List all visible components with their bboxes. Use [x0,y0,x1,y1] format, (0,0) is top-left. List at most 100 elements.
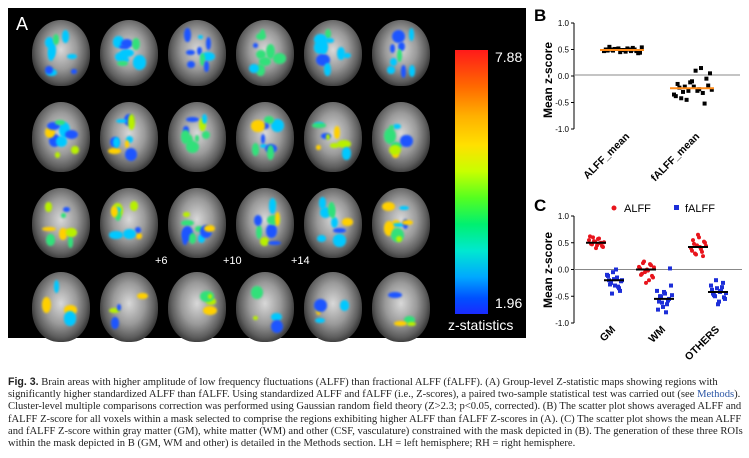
activation-blob [109,307,120,313]
chart-c-falff-point [608,282,612,287]
activation-blob [199,117,206,132]
activation-blob [266,144,275,160]
activation-blob [393,123,401,130]
brain-slice [100,188,158,258]
activation-blob [188,232,197,244]
chart-c-alff-point [690,248,694,253]
activation-blob [249,64,259,74]
chart-b-point [618,50,623,55]
activation-blob [253,214,262,227]
activation-blob [112,36,125,48]
activation-blob [267,240,282,246]
activation-blob [129,200,139,212]
chart-c-falff-point [655,288,659,293]
activation-blob [45,65,53,74]
activation-blob [397,48,403,62]
chart-b-point [607,44,612,49]
chart-c-ytick-label: 1.0 [558,212,570,221]
chart-c-alff-point [652,265,656,270]
activation-blob [135,227,141,233]
activation-blob [330,143,340,148]
activation-blob [201,114,207,124]
brain-slice [304,188,362,258]
activation-blob [391,222,406,227]
activation-blob [55,151,60,158]
activation-blob [187,61,195,68]
colorbar-min: 1.96 [495,295,523,311]
brain-slice [32,102,90,172]
brain-slice [372,102,430,172]
chart-c-falff-point [664,310,668,315]
activation-blob [393,320,408,327]
activation-blob [256,63,265,77]
activation-blob [182,226,194,242]
chart-b-point [629,49,633,54]
chart-b-point [708,71,712,76]
brain-slice [100,20,158,86]
chart-b-point [684,97,689,102]
activation-blob [111,206,118,218]
activation-blob [124,57,129,63]
activation-blob [45,126,55,138]
activation-blob [409,64,416,77]
brain-slice [32,272,90,342]
brain-slice [236,272,294,342]
activation-blob [109,231,124,239]
chart-c-falff-point [618,288,622,293]
brain-slice [372,188,430,258]
chart-c-alff-point [701,254,705,259]
chart-c-ytick-label: -1.0 [555,319,569,328]
caption-methods-link[interactable]: Methods [697,389,735,401]
activation-blob [67,54,77,59]
activation-blob [122,228,136,240]
activation-blob [186,135,194,149]
activation-blob [59,227,67,240]
chart-c-alff-point [700,249,704,254]
activation-blob [194,134,200,142]
activation-blob [330,216,338,229]
panel-b-label: B [534,6,547,25]
brain-slice [372,272,430,342]
activation-blob [395,235,402,243]
chart-b-ytick-label: 0.0 [558,72,570,81]
chart-c-falff-point [721,280,725,285]
activation-blob [132,55,147,71]
activation-blob [315,317,326,324]
chart-c-falff-point [611,270,615,275]
chart-b-xtick-1: ALFF_mean [581,131,632,182]
brain-slice [168,20,226,86]
activation-blob [55,120,65,125]
activation-blob [60,213,67,219]
activation-blob [116,119,128,124]
caption-text: Brain areas with higher amplitude of low… [8,377,718,401]
activation-blob [406,322,416,327]
brain-slice [100,102,158,172]
activation-blob [119,45,129,50]
activation-blob [332,227,346,233]
chart-c-alff-point [692,241,696,246]
activation-blob [197,46,202,55]
activation-blob [272,53,286,64]
activation-blob [324,28,331,40]
chart-c-alff-point [694,252,698,257]
chart-b-point [639,45,644,50]
activation-blob [341,146,352,161]
activation-blob [181,220,195,227]
activation-blob [319,207,331,218]
activation-blob [120,48,134,57]
chart-c-falff-point [665,302,669,307]
activation-blob [342,52,351,58]
chart-c-falff-point [668,266,672,271]
activation-blob [261,123,270,129]
activation-blob [184,27,191,42]
activation-blob [56,136,68,147]
chart-c-alff-point [696,232,700,237]
activation-blob [260,144,267,149]
activation-blob [183,211,190,218]
chart-b-point [688,80,693,85]
chart-c-alff-point [702,239,706,244]
brain-slice [236,102,294,172]
activation-blob [48,134,61,147]
activation-blob [66,228,78,237]
activation-blob [205,36,212,51]
